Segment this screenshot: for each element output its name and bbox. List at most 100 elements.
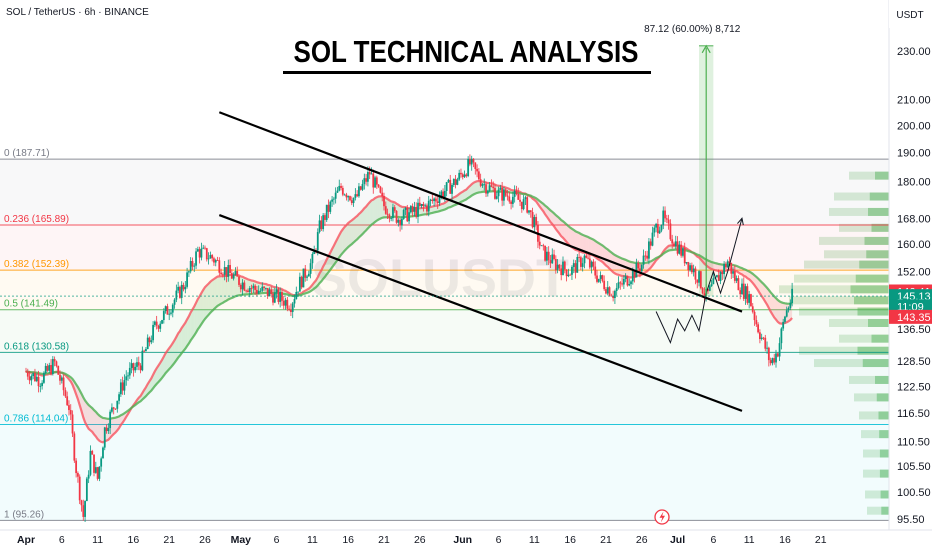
y-tick-label: 230.00 xyxy=(897,46,931,58)
symbol-header: SOL / TetherUS · 6h · BINANCE xyxy=(6,7,149,18)
candle-body xyxy=(71,414,74,434)
candle-body xyxy=(776,353,779,357)
candle-body xyxy=(277,289,280,302)
ema-fill xyxy=(376,196,379,221)
ema-fill xyxy=(563,221,565,240)
candle-body xyxy=(136,362,138,367)
candle-body xyxy=(741,283,743,295)
candle-body xyxy=(41,382,44,387)
ema-fill xyxy=(192,306,195,338)
fib-label: 0.236 (165.89) xyxy=(4,214,69,225)
volume-bar-hi xyxy=(879,430,889,439)
ema-fill xyxy=(378,196,381,220)
candle-body xyxy=(225,267,228,277)
ema-fill xyxy=(217,276,220,306)
candle-body xyxy=(171,304,174,313)
candle-body xyxy=(313,250,316,255)
ema-fill xyxy=(205,285,207,319)
currency-box[interactable] xyxy=(889,0,932,28)
candle-body xyxy=(431,199,434,202)
candle-body xyxy=(180,284,183,298)
candle-body xyxy=(612,296,615,299)
candle-body xyxy=(454,178,457,185)
candle-body xyxy=(53,359,56,362)
alert-icon[interactable] xyxy=(654,509,670,525)
projection-line xyxy=(655,218,743,345)
candle-body xyxy=(673,243,675,247)
candle-body xyxy=(370,173,373,175)
x-tick-label: 11 xyxy=(92,534,103,546)
candle-body xyxy=(379,186,382,193)
candle-body xyxy=(324,215,326,220)
ema-fill xyxy=(555,215,558,232)
candle-body xyxy=(229,265,231,274)
candle-body xyxy=(760,337,763,339)
candle-body xyxy=(501,187,504,201)
ema-fill xyxy=(593,239,596,257)
ema-fill xyxy=(462,190,465,202)
candle-body xyxy=(329,201,332,212)
ema-fill xyxy=(460,191,463,202)
candle-body xyxy=(460,172,462,175)
candle-body xyxy=(164,306,167,312)
candle-body xyxy=(25,371,27,373)
candle-body xyxy=(542,245,545,247)
ema-fill xyxy=(389,200,392,218)
fib-zone xyxy=(0,352,889,425)
ema-fill xyxy=(206,283,209,317)
candle-body xyxy=(683,248,686,264)
x-tick-label: 21 xyxy=(600,534,612,546)
candle-body xyxy=(597,278,600,282)
candle-body xyxy=(397,219,400,223)
ema-fill xyxy=(645,262,648,273)
ema-fill xyxy=(228,274,231,300)
candle-body xyxy=(513,190,516,197)
candle-body xyxy=(587,257,589,259)
candle-body xyxy=(767,347,770,361)
x-tick-label: Apr xyxy=(17,534,35,546)
candle-body xyxy=(334,192,337,199)
candle-body xyxy=(757,324,760,333)
ema-fill xyxy=(767,287,769,309)
candle-body xyxy=(372,173,375,188)
candle-body xyxy=(682,248,684,256)
candle-body xyxy=(390,218,393,219)
candle-body xyxy=(291,303,294,313)
ema-fill xyxy=(162,356,164,378)
ema-fill xyxy=(564,222,567,243)
ema-fill xyxy=(761,282,764,299)
candle-body xyxy=(477,171,480,180)
target-label: 87.12 (60.00%) 8,712 xyxy=(644,24,741,35)
ema-fill xyxy=(246,278,248,295)
candle-body xyxy=(742,283,745,299)
fib-zone xyxy=(0,224,889,271)
ema-fill xyxy=(231,275,234,298)
volume-bar xyxy=(867,506,889,515)
ema-fill xyxy=(95,411,98,440)
volume-bar-hi xyxy=(871,223,889,232)
candle-body xyxy=(427,200,430,212)
candle-body xyxy=(191,261,194,267)
ema-fill xyxy=(355,215,358,241)
ema-fill xyxy=(201,290,204,325)
candle-body xyxy=(653,227,656,233)
candle-body xyxy=(476,168,478,172)
candle-body xyxy=(134,366,137,371)
ema-fill xyxy=(212,279,214,311)
candle-body xyxy=(48,365,51,371)
ema-fill xyxy=(230,274,232,299)
currency-label[interactable]: USDT xyxy=(896,10,923,21)
candle-body xyxy=(522,199,525,210)
ema-fill xyxy=(557,216,560,234)
candle-body xyxy=(617,282,620,288)
ema-fill xyxy=(777,300,780,324)
candle-body xyxy=(302,268,305,288)
candle-body xyxy=(222,274,224,276)
x-tick-label: 21 xyxy=(378,534,390,546)
candle-body xyxy=(442,191,444,198)
candle-body xyxy=(406,207,409,222)
ema-fill xyxy=(561,220,563,238)
volume-bar xyxy=(794,274,889,283)
y-tick-label: 100.50 xyxy=(897,487,931,499)
volume-profile xyxy=(779,171,889,515)
